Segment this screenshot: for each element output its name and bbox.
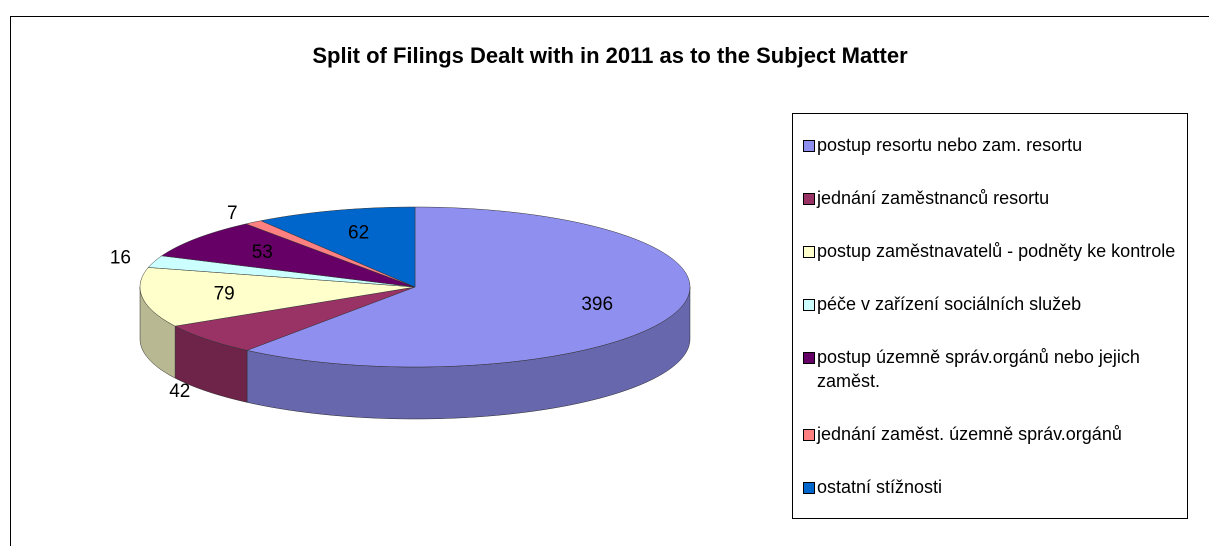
legend-swatch — [803, 482, 815, 495]
legend-item: ostatní stížnosti — [803, 475, 1179, 499]
chart-border — [10, 16, 1209, 546]
pie-slice — [174, 286, 416, 351]
legend-swatch — [803, 352, 815, 365]
legend-label: jednání zaměstnanců resortu — [817, 187, 1050, 208]
legend-swatch — [803, 429, 815, 442]
legend-label: ostatní stížnosti — [817, 477, 943, 498]
chart-title: Split of Filings Dealt with in 2011 as t… — [312, 43, 908, 68]
legend-item: postup resortu nebo zam. resortu — [803, 133, 1179, 157]
legend-swatch — [803, 139, 815, 152]
data-label: 16 — [110, 247, 131, 268]
data-label: 7 — [227, 203, 238, 224]
data-label: 79 — [214, 283, 235, 304]
data-label: 42 — [169, 381, 190, 402]
legend-label: postup zaměstnavatelů - podněty ke kontr… — [817, 240, 1176, 261]
legend-item: jednání zaměst. územně správ.orgánů — [803, 422, 1179, 446]
data-label: 62 — [348, 222, 369, 243]
legend-item: péče v zařízení sociálních služeb — [803, 292, 1179, 316]
legend-swatch — [803, 245, 815, 258]
legend-label: postup územně správ.orgánů nebo jejich z… — [817, 347, 1140, 392]
data-label: 53 — [252, 242, 273, 263]
legend-swatch — [803, 192, 815, 205]
pie-side-shade — [247, 287, 690, 419]
legend-label: péče v zařízení sociálních služeb — [817, 293, 1082, 314]
legend-item: postup zaměstnavatelů - podněty ke kontr… — [803, 239, 1179, 263]
pie-side-shade — [175, 326, 248, 403]
pie-side-shade — [140, 287, 176, 379]
legend-label: jednání zaměst. územně správ.orgánů — [817, 424, 1122, 445]
pie-slice — [147, 255, 416, 288]
legend-item: postup územně správ.orgánů nebo jejich z… — [803, 345, 1179, 393]
pie-slice — [161, 223, 416, 288]
data-labels: 396 42 79 16 53 7 62 — [110, 203, 613, 402]
legend-label: postup resortu nebo zam. resortu — [817, 134, 1083, 155]
pie-slice — [246, 206, 691, 368]
pie-slice — [260, 206, 416, 288]
legend: postup resortu nebo zam. resortu jednání … — [792, 113, 1188, 519]
pie-tops — [139, 206, 691, 368]
data-label: 396 — [581, 294, 613, 315]
pie-sides — [139, 286, 691, 420]
legend-swatch — [803, 298, 815, 311]
legend-item: jednání zaměstnanců resortu — [803, 186, 1179, 210]
